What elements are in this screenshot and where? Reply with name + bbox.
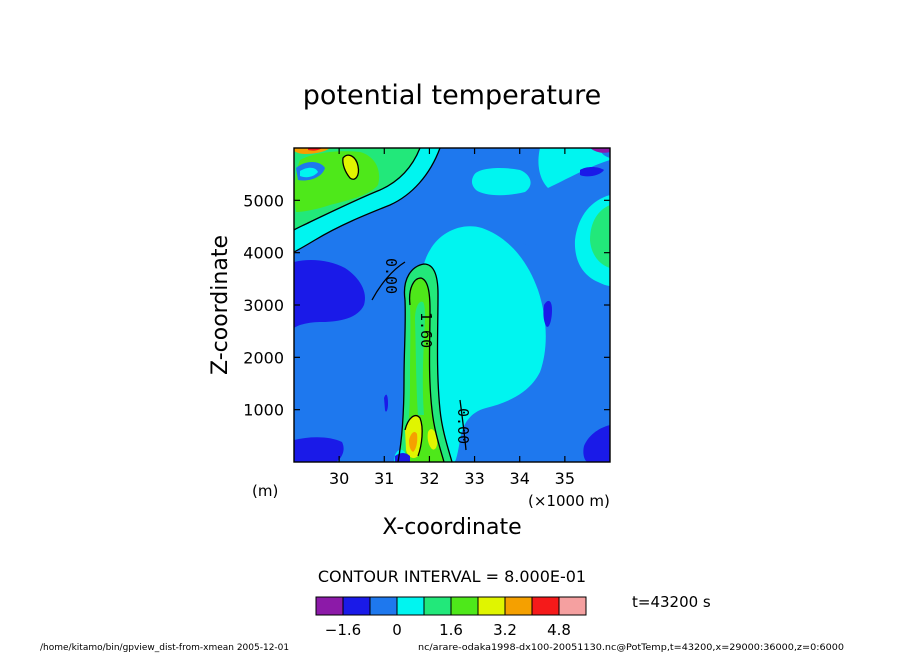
contour-line-upper-left [294, 148, 441, 253]
y-tick-label: 3000 [243, 296, 284, 315]
footer-right: nc/arare-odaka1998-dx100-20051130.nc@Pot… [418, 643, 844, 653]
contour-label-1-60: 1.60 [417, 312, 435, 348]
x-unit-right: (×1000 m) [528, 492, 610, 510]
x-unit-left: (m) [252, 482, 278, 500]
colorbar-tick-labels: −1.6 0 1.6 3.2 4.8 [325, 621, 571, 639]
contour-lines [294, 148, 467, 462]
footer-left: /home/kitamo/bin/gpview_dist-from-xmean … [40, 643, 289, 653]
x-axis-ticks: 30 31 32 33 34 35 [329, 148, 575, 488]
field-region-cyan-plume [410, 226, 546, 462]
contour-field: 0.00 1.60 0.00 [294, 148, 610, 462]
colorbar-tick-label: −1.6 [325, 621, 361, 639]
field-region-cyan-pocket [300, 167, 318, 178]
x-tick-label: 35 [555, 469, 575, 488]
colorbar-swatch [315, 596, 344, 616]
colorbar [315, 596, 587, 616]
contour-line-zero-bottom [459, 399, 467, 451]
y-tick-label: 2000 [243, 348, 284, 367]
colorbar-swatch [504, 596, 533, 616]
contour-line-plume-inner [408, 277, 445, 462]
contour-label-zero-left: 0.00 [382, 258, 400, 294]
y-tick-label: 5000 [243, 191, 284, 210]
field-region-green-core [415, 301, 425, 415]
time-label: t=43200 s [632, 593, 711, 611]
field-region-purple-top-right [590, 148, 610, 153]
field-region-yellow-bottom-right [427, 429, 438, 450]
colorbar-tick-label: 4.8 [547, 621, 571, 639]
contour-line-yellow-bottom [404, 415, 423, 457]
y-axis-label: Z-coordinate [208, 235, 233, 375]
colorbar-swatch [423, 596, 452, 616]
field-region-dark-blue-sliver-right [543, 300, 552, 327]
colorbar-swatch [342, 596, 371, 616]
contour-interval: CONTOUR INTERVAL = 8.000E-01 [318, 567, 586, 586]
colorbar-tick-label: 0 [392, 621, 402, 639]
colorbar-swatch [477, 596, 506, 616]
x-tick-label: 30 [329, 469, 349, 488]
contour-line-plume-left [397, 299, 406, 462]
x-tick-label: 33 [464, 469, 484, 488]
colorbar-tick-label: 3.2 [493, 621, 517, 639]
x-tick-label: 34 [510, 469, 530, 488]
field-region-cyan-top-right [471, 167, 531, 196]
colorbar-swatch [450, 596, 479, 616]
chart-title: potential temperature [303, 80, 601, 111]
colorbar-swatch [558, 596, 587, 616]
x-axis-label: X-coordinate [382, 515, 521, 540]
contour-label-zero-bottom: 0.00 [454, 408, 472, 444]
y-axis-ticks: 1000 2000 3000 4000 5000 [243, 191, 610, 420]
contour-line-zero-left [371, 261, 406, 301]
field-region-cyan-top-middle [538, 148, 610, 188]
field-region-orange-bottom [409, 432, 418, 452]
field-region-orange-corner [294, 148, 330, 154]
y-tick-label: 1000 [243, 401, 284, 420]
x-tick-label: 32 [419, 469, 439, 488]
field-region-dark-blue-sliver-left [384, 394, 388, 412]
field-region-dark-blue-right-bottom [583, 425, 610, 462]
field-region-dark-blue-top [580, 167, 604, 177]
field-region-dark-blue-left-bottom [294, 437, 344, 462]
colorbar-swatch [531, 596, 560, 616]
contour-line-upper-left-inner [294, 148, 421, 231]
y-tick-label: 4000 [243, 244, 284, 263]
x-tick-label: 31 [374, 469, 394, 488]
contour-line-plume-outer [403, 263, 453, 462]
field-region-dark-blue-left [294, 260, 366, 328]
contour-line-yellow-spot [342, 154, 360, 180]
colorbar-swatch [396, 596, 425, 616]
field-region-blue-island [516, 217, 544, 246]
colorbar-swatch [369, 596, 398, 616]
colorbar-tick-label: 1.6 [439, 621, 463, 639]
